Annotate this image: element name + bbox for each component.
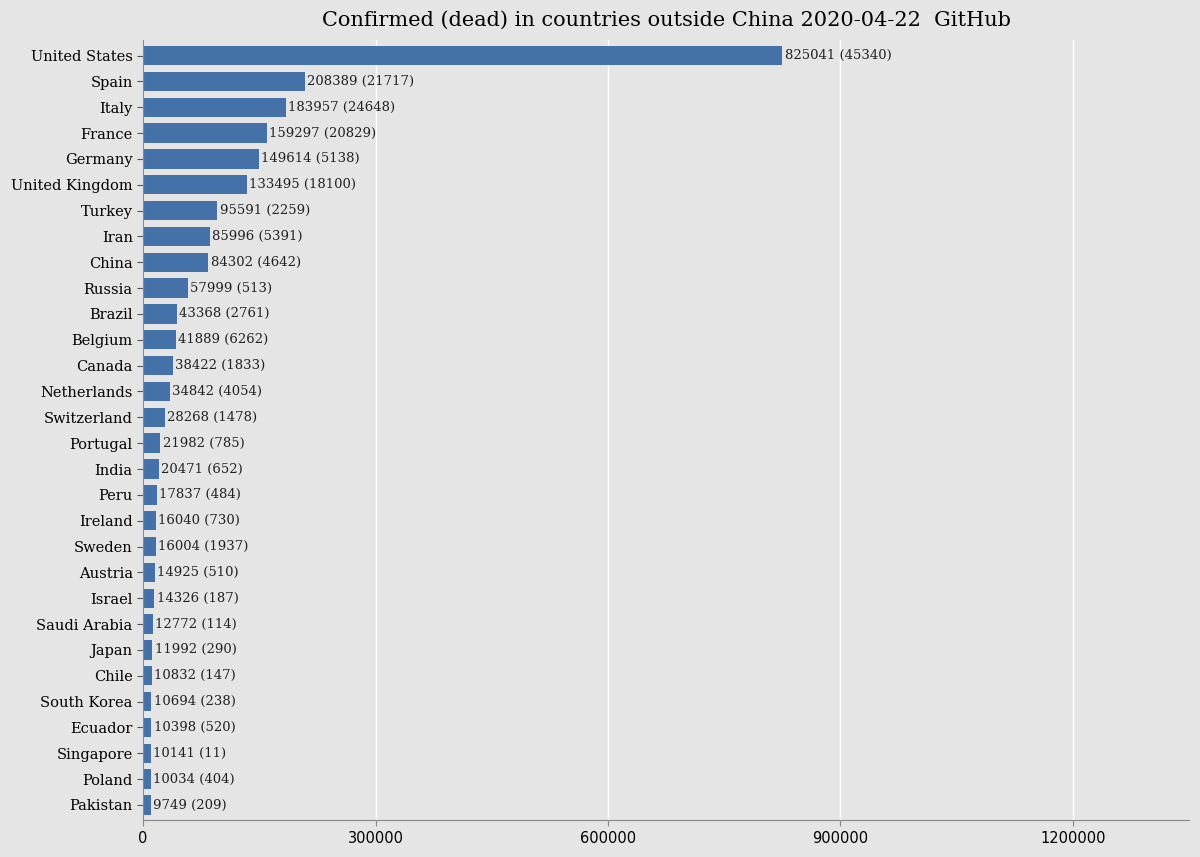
Text: 149614 (5138): 149614 (5138) [262,153,360,165]
Bar [143,253,209,272]
Bar [143,330,175,350]
Text: 825041 (45340): 825041 (45340) [785,49,892,62]
Bar [143,692,151,711]
Bar [143,149,259,169]
Text: 16004 (1937): 16004 (1937) [158,540,248,553]
Text: 183957 (24648): 183957 (24648) [288,100,395,114]
Bar [143,123,266,143]
Text: 20471 (652): 20471 (652) [161,463,244,476]
Bar [143,511,156,530]
Bar [143,640,152,660]
Bar [143,434,160,452]
Bar [143,536,156,556]
Bar [143,356,173,375]
Bar [143,201,217,220]
Title: Confirmed (dead) in countries outside China 2020-04-22  GitHub: Confirmed (dead) in countries outside Ch… [322,11,1010,30]
Text: 38422 (1833): 38422 (1833) [175,359,265,372]
Text: 9749 (209): 9749 (209) [154,799,227,812]
Bar [143,72,305,91]
Text: 57999 (513): 57999 (513) [191,282,272,295]
Bar [143,98,286,117]
Bar [143,408,166,427]
Text: 159297 (20829): 159297 (20829) [269,127,376,140]
Bar [143,718,151,737]
Text: 84302 (4642): 84302 (4642) [211,255,301,269]
Bar [143,175,246,195]
Bar [143,589,155,608]
Text: 43368 (2761): 43368 (2761) [179,308,270,321]
Text: 10398 (520): 10398 (520) [154,721,235,734]
Bar [143,744,151,763]
Bar [143,45,782,65]
Text: 133495 (18100): 133495 (18100) [248,178,356,191]
Text: 11992 (290): 11992 (290) [155,644,236,656]
Bar [143,563,155,582]
Bar [143,770,151,788]
Text: 12772 (114): 12772 (114) [155,618,238,631]
Bar [143,227,210,246]
Text: 10034 (404): 10034 (404) [154,773,235,786]
Bar [143,459,160,479]
Text: 41889 (6262): 41889 (6262) [178,333,268,346]
Bar [143,279,188,297]
Text: 21982 (785): 21982 (785) [162,437,245,450]
Text: 10832 (147): 10832 (147) [154,669,235,682]
Bar [143,614,154,634]
Text: 17837 (484): 17837 (484) [160,488,241,501]
Text: 14326 (187): 14326 (187) [156,591,239,605]
Text: 10694 (238): 10694 (238) [154,695,235,708]
Bar [143,485,157,505]
Text: 95591 (2259): 95591 (2259) [220,204,310,217]
Bar [143,304,176,324]
Text: 208389 (21717): 208389 (21717) [307,75,414,88]
Bar [143,381,170,401]
Text: 16040 (730): 16040 (730) [158,514,240,527]
Bar [143,666,151,686]
Text: 28268 (1478): 28268 (1478) [167,411,258,424]
Text: 34842 (4054): 34842 (4054) [173,385,263,398]
Bar [143,795,151,815]
Text: 85996 (5391): 85996 (5391) [212,230,302,243]
Text: 14925 (510): 14925 (510) [157,566,239,578]
Text: 10141 (11): 10141 (11) [154,746,227,760]
